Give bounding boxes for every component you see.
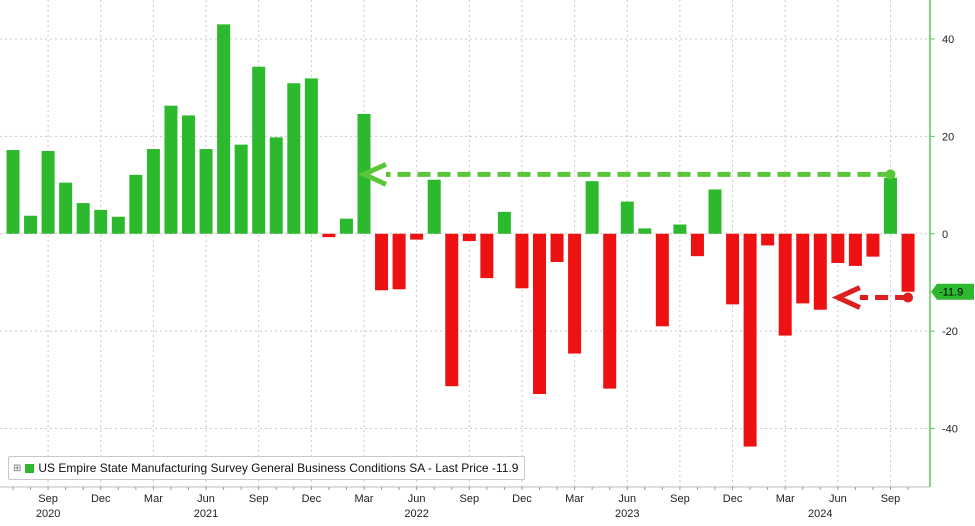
y-tick-label: -20 [942,326,958,338]
x-tick-label: Dec [512,493,532,505]
x-tick-label: Mar [565,493,584,505]
bar [778,233,792,336]
bar [41,150,55,234]
x-tick-label: Sep [670,493,690,505]
x-year-label: 2021 [194,508,218,520]
x-year-label: 2020 [36,508,60,520]
bar [620,201,634,234]
x-tick-label: Sep [38,493,58,505]
bar [848,233,862,266]
legend: ⊞ US Empire State Manufacturing Survey G… [8,456,526,480]
bar [761,233,775,246]
x-tick-label: Dec [302,493,322,505]
bar [901,233,915,292]
bar [533,233,546,394]
bar [673,224,687,234]
bar [568,233,582,354]
y-tick-label: -40 [942,424,958,436]
annotation-arrow-head [357,162,388,187]
bar [234,144,248,234]
bar [129,174,143,234]
bar [427,179,441,234]
bar [182,115,195,234]
bar [410,233,424,240]
x-tick-label: Jun [618,493,636,505]
bar [59,182,73,234]
bar [76,203,90,234]
bar [550,233,564,263]
bar [339,218,353,234]
bar [322,233,336,238]
last-value-label: -11.9 [939,287,963,299]
bar [796,233,810,304]
x-tick-label: Mar [144,493,163,505]
bar [585,181,599,234]
bar [287,83,301,234]
x-tick-label: Dec [91,493,111,505]
bar [164,105,178,234]
y-tick-label: 0 [942,229,948,241]
bar [24,215,38,234]
bar [445,233,459,387]
bar [726,233,740,305]
bar [146,149,160,234]
x-year-label: 2022 [404,508,428,520]
bar [708,189,722,234]
x-year-label: 2024 [808,508,832,520]
bar [515,233,529,289]
x-tick-label: Dec [723,493,743,505]
bar [884,177,897,234]
bar [831,233,845,263]
x-tick-label: Mar [776,493,795,505]
bar [199,149,213,234]
y-tick-label: 20 [942,131,954,143]
bar [480,233,494,279]
x-tick-label: Sep [881,493,901,505]
bar [269,137,283,234]
x-tick-label: Mar [355,493,374,505]
bar [252,66,266,234]
bar [813,233,827,310]
bar [690,233,704,257]
bar [375,233,389,291]
bar [304,78,318,234]
bar [392,233,406,290]
last-value-tag [931,283,974,300]
x-tick-label: Jun [829,493,847,505]
bar [217,24,231,234]
bar [638,228,652,234]
bar [497,211,511,234]
legend-label: US Empire State Manufacturing Survey Gen… [38,461,519,475]
bar [866,233,880,257]
bar [743,233,757,447]
annotation-arrow-start [903,292,914,303]
bar [655,233,669,327]
bar [603,233,617,389]
legend-expand-icon[interactable]: ⊞ [13,462,22,474]
bar [6,149,20,234]
annotation-arrow-head [831,285,861,310]
bar [94,209,108,234]
x-tick-label: Sep [249,493,269,505]
y-tick-label: 40 [942,34,954,46]
x-tick-label: Jun [197,493,215,505]
x-tick-label: Jun [408,493,426,505]
annotation-arrow-start [885,169,896,180]
bar [111,216,125,234]
legend-swatch [25,463,35,473]
bar [462,233,476,242]
x-year-label: 2023 [615,508,639,520]
x-tick-label: Sep [460,493,480,505]
